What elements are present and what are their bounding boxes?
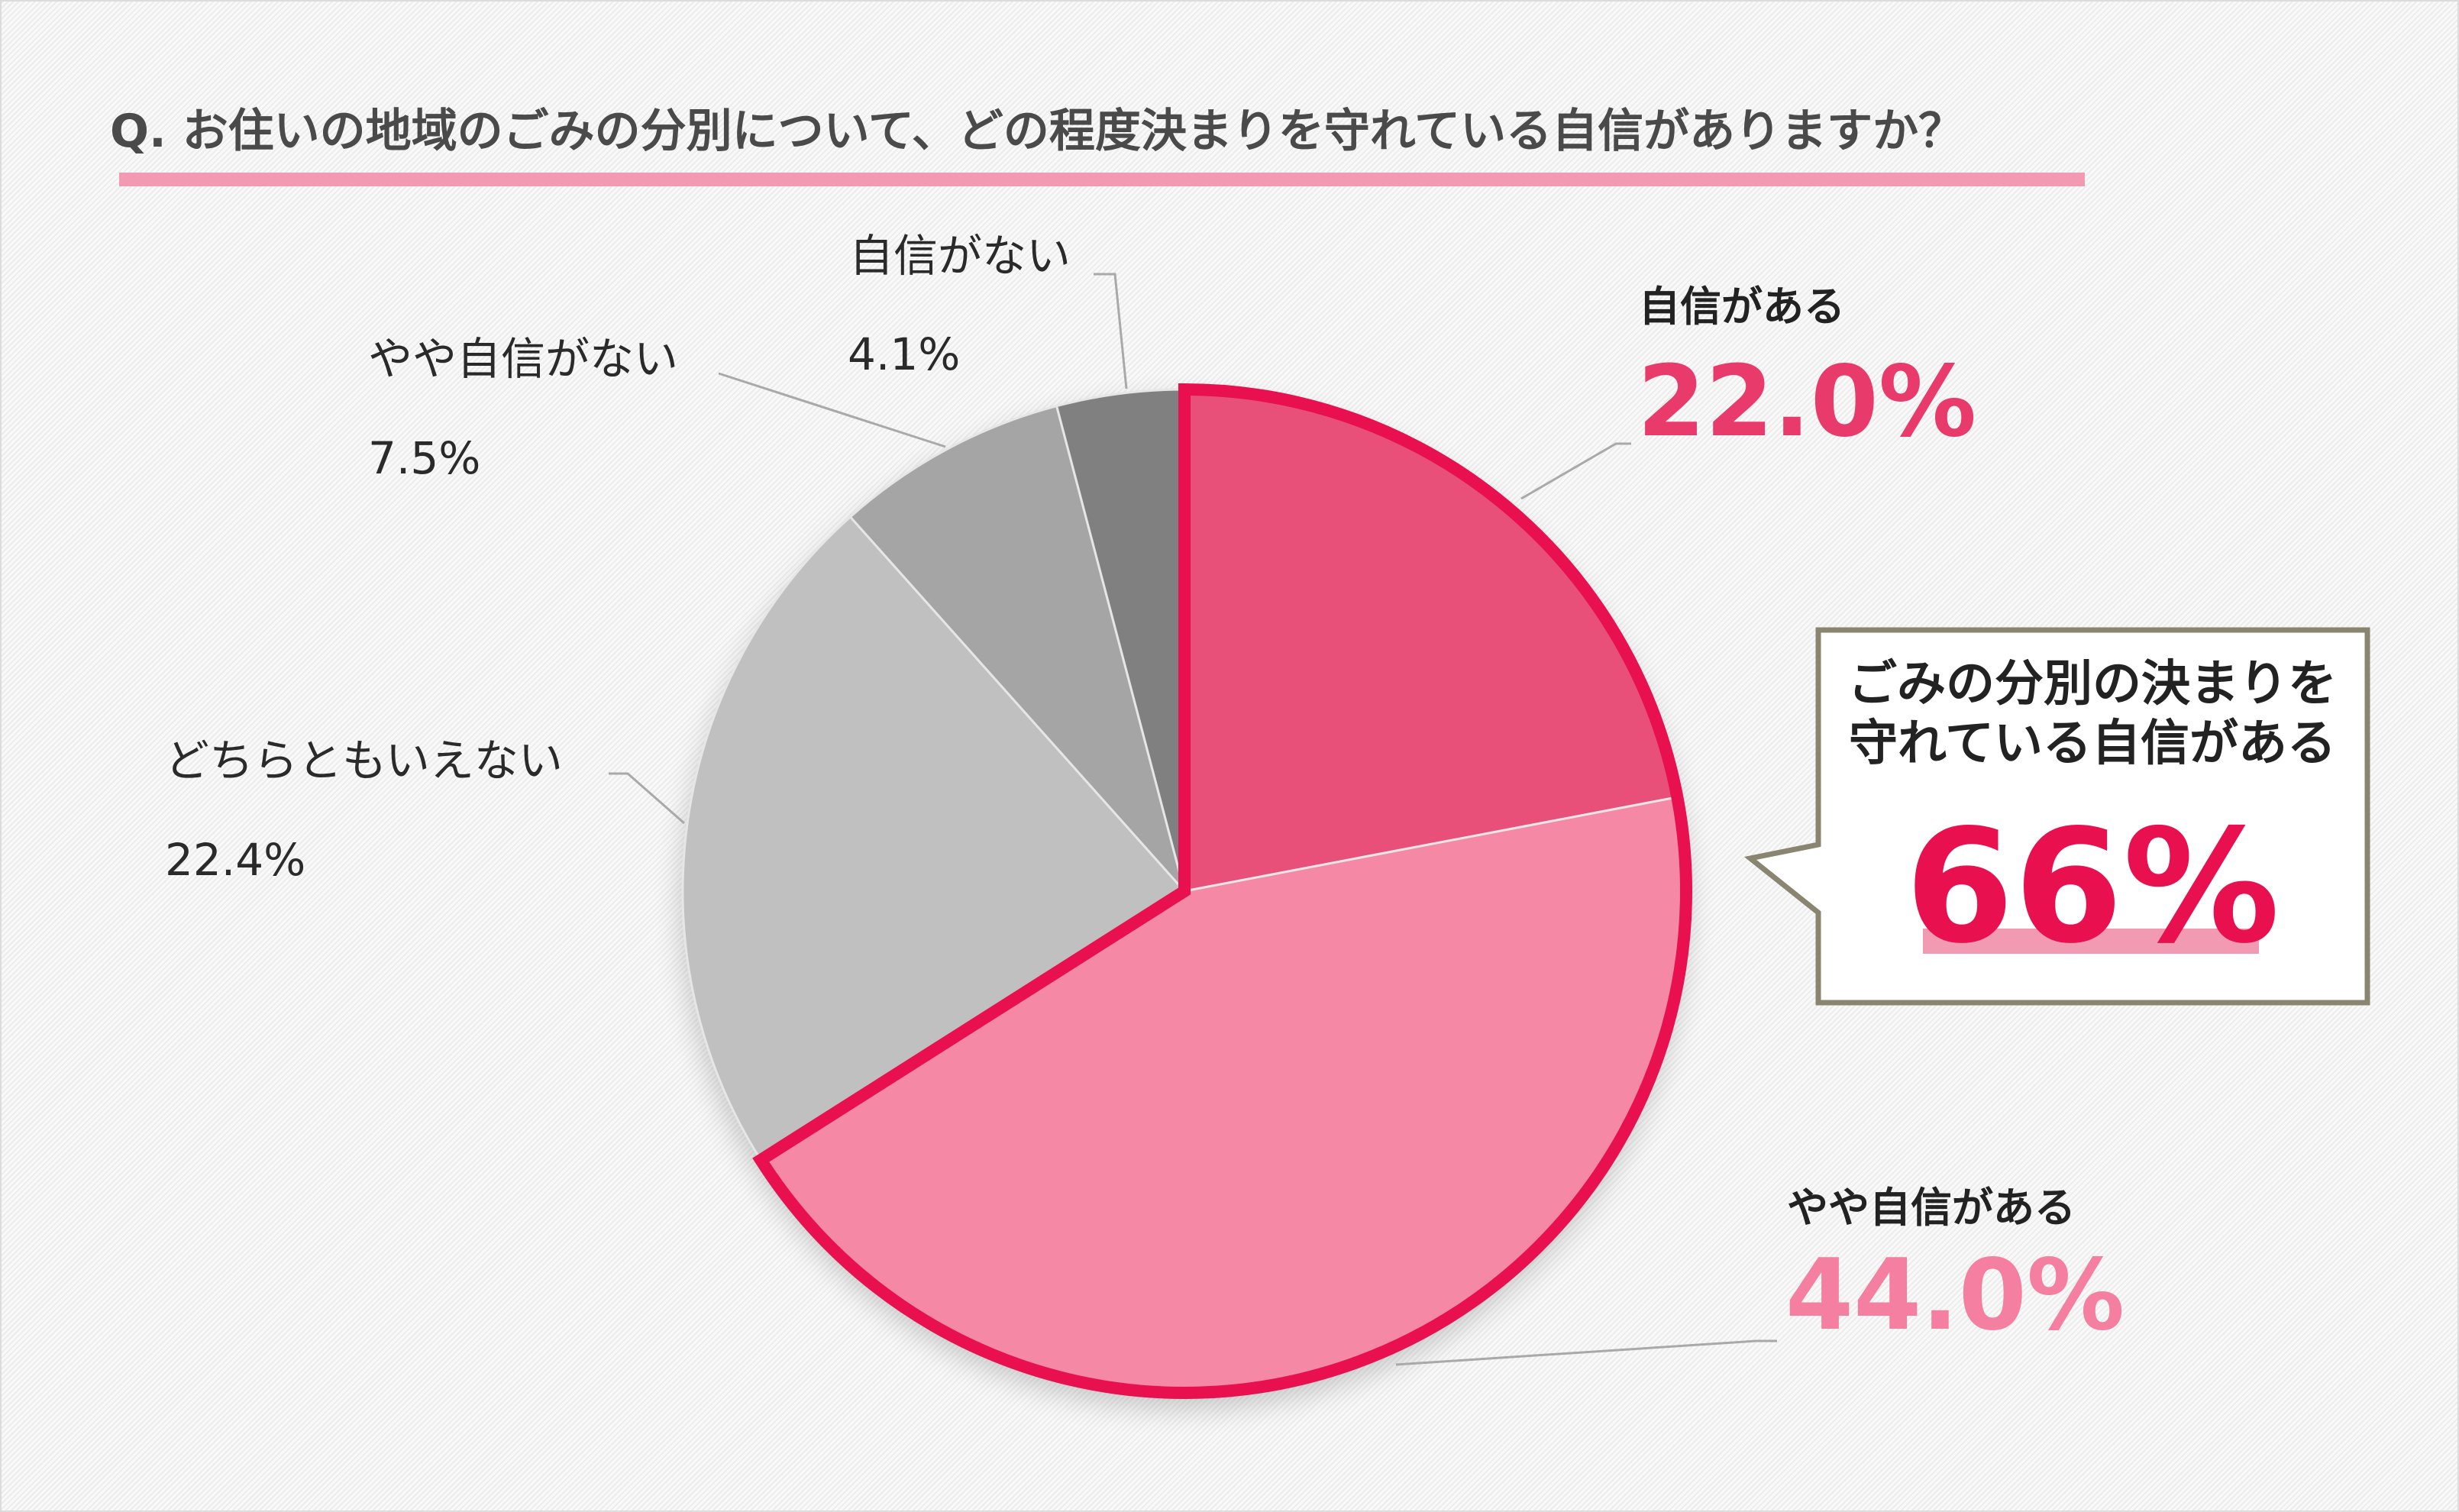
leader-line — [1094, 273, 1128, 389]
pie-slice — [681, 515, 1187, 1162]
chart-title: Q. お住いの地域のごみの分別について、どの程度決まりを守れている自信があります… — [110, 105, 1964, 158]
leader-line — [609, 772, 685, 825]
leader-line — [1520, 442, 1631, 500]
label-neither: どちらともいえない — [165, 735, 563, 787]
value-confident: 22.0% — [1637, 345, 1976, 459]
leader-line — [718, 372, 946, 448]
value-somewhat-confident: 44.0% — [1785, 1239, 2125, 1352]
value-somewhat-no-confidence: 7.5% — [368, 432, 480, 484]
title-underline — [119, 173, 2085, 186]
pie-slice — [848, 404, 1186, 892]
label-somewhat-no-confidence: やや自信がない — [368, 333, 678, 385]
label-no-confidence: 自信がない — [849, 230, 1071, 282]
label-somewhat-confident: やや自信がある — [1787, 1184, 2076, 1232]
callout-line1: ごみの分別の決まりを — [1848, 656, 2337, 712]
callout-value: 66% — [1905, 796, 2280, 978]
label-confident: 自信がある — [1639, 283, 1845, 331]
callout-line2: 守れている自信がある — [1849, 716, 2336, 772]
value-no-confidence: 4.1% — [848, 328, 960, 380]
highlight-outline — [752, 383, 1692, 1399]
leader-line — [1395, 1339, 1777, 1366]
callout-underline — [1923, 929, 2259, 954]
value-neither: 22.4% — [165, 834, 305, 886]
callout-box — [1743, 627, 2370, 1006]
